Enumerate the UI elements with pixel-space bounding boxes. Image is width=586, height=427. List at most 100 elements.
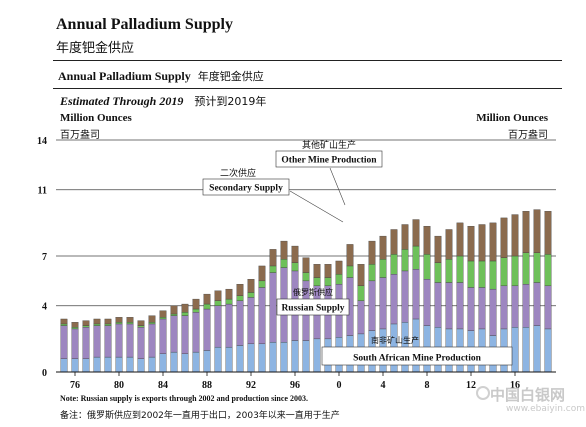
bar-segment [137, 358, 145, 373]
bar-segment [401, 224, 409, 250]
secondary-leader [289, 190, 344, 223]
subtitle-en: Annual Palladium Supply [58, 69, 191, 83]
bar-segment [181, 303, 189, 313]
bar-segment [456, 222, 464, 257]
subtitle-rule [53, 88, 562, 89]
bar-segment [478, 260, 486, 288]
bar-segment [60, 323, 68, 326]
bar-segment [368, 240, 376, 265]
bar-segment [126, 317, 134, 323]
bar-segment [71, 328, 79, 359]
bar-segment [247, 343, 255, 373]
bar-segment [522, 327, 530, 373]
x-tick-label: 92 [246, 380, 256, 391]
bar-segment [192, 312, 200, 353]
bar-segment [423, 225, 431, 255]
bar-segment [225, 288, 233, 300]
russian-label-cn: 俄罗斯供应 [293, 287, 333, 297]
other-mine-leader [329, 167, 346, 206]
bar-segment [148, 315, 156, 323]
bar-segment [390, 254, 398, 275]
bar-segment [379, 235, 387, 260]
bar-segment [489, 222, 497, 262]
bar-segment [280, 240, 288, 260]
bar-segment [412, 245, 420, 270]
bar-segment [445, 282, 453, 330]
bar-segment [192, 351, 200, 373]
bar-segment [390, 229, 398, 255]
bar-segment [500, 257, 508, 287]
y-axis-unit-right: Million Ounces 百万盎司 [476, 112, 548, 141]
estimate-cn: 预计到2019年 [194, 95, 267, 108]
bar-segment [324, 264, 332, 278]
bar-segment [148, 356, 156, 373]
y-tick-label: 4 [42, 302, 47, 313]
bar-segment [137, 325, 145, 328]
bar-segment [181, 312, 189, 316]
bar-segment [159, 310, 167, 318]
south-african-label: South African Mine Production [353, 354, 482, 364]
watermark-name: 中国白银网 [490, 386, 566, 404]
bar-segment [511, 285, 519, 328]
watermark-url: www.ebaiyin.com [506, 404, 585, 414]
y-tick-label: 0 [42, 368, 47, 379]
bar-segment [511, 214, 519, 257]
bar-segment [467, 225, 475, 262]
bar-segment [214, 305, 222, 348]
estimate-en: Estimated Through 2019 [60, 94, 184, 108]
bar-segment [104, 356, 112, 373]
bar-segment [478, 224, 486, 262]
bar-segment [478, 287, 486, 330]
bar-segment [302, 257, 310, 273]
bar-segment [500, 217, 508, 258]
bar-segment [203, 293, 211, 305]
bar-segment [357, 300, 365, 335]
bar-segment [291, 340, 299, 373]
bar-segment [401, 270, 409, 323]
secondary-label: Secondary Supply [209, 184, 283, 194]
bar-segment [280, 341, 288, 373]
secondary-box [202, 178, 290, 196]
bar-segment [115, 322, 123, 325]
bar-segment [60, 325, 68, 359]
bar-segment [269, 265, 277, 273]
subtitle-cn: 年度钯金供应 [197, 70, 264, 83]
bar-segment [533, 252, 541, 283]
bar-segment [170, 351, 178, 373]
bar-segment [236, 295, 244, 301]
unit-left-cn: 百万盎司 [60, 130, 100, 141]
bar-segment [390, 274, 398, 325]
bar-segment [489, 260, 497, 290]
bar-segment [203, 350, 211, 373]
bar-segment [511, 255, 519, 287]
bar-segment [412, 269, 420, 320]
bar-segment [335, 274, 343, 285]
bar-segment [533, 282, 541, 326]
bar-segment [533, 325, 541, 373]
y-axis-unit-left: Million Ounces 百万盎司 [60, 112, 132, 141]
bar-segment [522, 252, 530, 285]
bar-segment [115, 323, 123, 358]
note-en: Note: Russian supply is exports through … [60, 394, 308, 403]
bar-segment [368, 264, 376, 282]
bar-segment [60, 318, 68, 325]
bar-segment [192, 298, 200, 310]
x-tick-label: 16 [510, 380, 520, 391]
bar-segment [236, 300, 244, 346]
bar-segment [269, 249, 277, 267]
bar-segment [71, 358, 79, 373]
bar-segment [335, 260, 343, 275]
bar-segment [60, 358, 68, 373]
bar-segment [445, 229, 453, 260]
bar-segment [214, 290, 222, 301]
chart-title-cn: 年度钯金供应 [56, 41, 135, 56]
bar-segment [93, 318, 101, 325]
russian-box [276, 298, 350, 316]
bar-segment [357, 264, 365, 287]
bar-segment [489, 288, 497, 336]
unit-right-en: Million Ounces [476, 112, 548, 124]
bar-segment [247, 279, 255, 293]
y-tick-label: 14 [37, 136, 47, 147]
estimate-label: Estimated Through 2019 预计到2019年 [60, 93, 266, 109]
